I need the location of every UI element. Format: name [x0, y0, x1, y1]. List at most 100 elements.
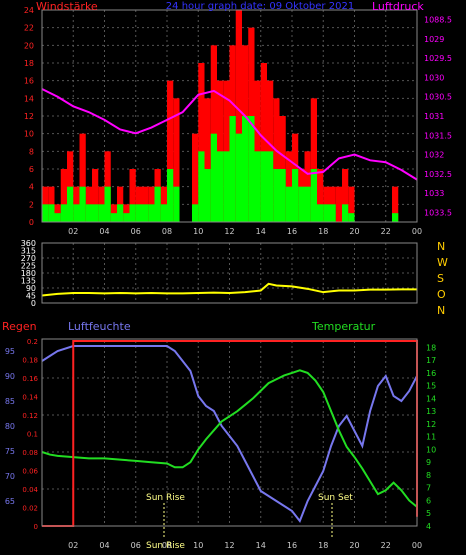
direction-tick-label: 0: [31, 299, 36, 308]
time-tick-label: 02: [68, 227, 78, 236]
pressure-series: [41, 88, 418, 181]
wind-average-bar: [317, 204, 324, 222]
time-tick-label: 10: [193, 227, 203, 236]
wind-tick-label: 18: [24, 59, 34, 68]
wind-average-bar: [85, 204, 92, 222]
wind-gust-bar: [235, 10, 242, 222]
wind-gust-bar: [67, 151, 74, 222]
wind-direction-frame: [41, 242, 418, 304]
time-tick-label: 06: [131, 541, 141, 550]
wind-average-bar: [54, 213, 61, 222]
temperature-line: [41, 369, 418, 508]
wind-gust-bar: [192, 133, 199, 222]
wind-average-bar: [98, 204, 105, 222]
time-tick-label: 08: [162, 541, 172, 550]
wind-average-bar: [110, 213, 117, 222]
wind-average-bar: [279, 169, 286, 222]
pressure-line: [41, 88, 418, 181]
pressure-tick-label: 1088.5: [424, 16, 452, 25]
wind-pressure-chart: 0246810121416182022241088.510291029.5103…: [24, 0, 452, 236]
sunrise-axis-label: Sun Rise: [146, 541, 185, 551]
compass-label-o: O: [437, 288, 446, 301]
wind-average-bar: [48, 204, 55, 222]
rain-tick-label: 0.06: [22, 468, 38, 476]
temperature-tick-label: 8: [426, 471, 431, 480]
rain-tick-label: 0.16: [22, 375, 38, 383]
direction-tick-label: 270: [21, 254, 36, 263]
wind-average-bar: [160, 204, 167, 222]
time-tick-label: 10: [193, 541, 203, 550]
time-tick-label: 02: [68, 541, 78, 550]
wind-tick-label: 14: [24, 94, 34, 103]
pressure-tick-label: 1030.5: [424, 93, 452, 102]
time-tick-label: 12: [224, 541, 234, 550]
wind-tick-label: 0: [29, 218, 34, 227]
time-tick-label: 04: [99, 227, 109, 236]
wind-average-bar: [73, 204, 80, 222]
wind-average-bar: [254, 151, 261, 222]
time-tick-label: 16: [287, 541, 297, 550]
time-tick-label: 14: [256, 541, 266, 550]
wind-pressure-ticks: 0246810121416182022241088.510291029.5103…: [24, 6, 452, 236]
wind-average-bar: [298, 186, 305, 222]
temperatur-label: Temperatur: [311, 320, 376, 333]
wind-average-bar: [79, 186, 86, 222]
time-tick-label: 22: [381, 541, 391, 550]
wind-average-bar: [192, 204, 199, 222]
humidity-tick-label: 85: [5, 397, 15, 406]
wind-gust-bar: [304, 151, 311, 222]
pressure-tick-label: 1033: [424, 189, 444, 198]
compass-labels: N W S O N: [437, 240, 448, 317]
wind-average-bar: [60, 204, 67, 222]
pressure-tick-label: 1032.5: [424, 170, 452, 179]
temperature-tick-label: 18: [426, 343, 436, 352]
wind-tick-label: 24: [24, 6, 34, 15]
direction-tick-label: 45: [26, 292, 36, 301]
time-tick-label: 18: [318, 227, 328, 236]
pressure-tick-label: 1029.5: [424, 54, 452, 63]
compass-label-n-bottom: N: [437, 304, 445, 317]
rain-tick-label: 0.04: [22, 486, 38, 494]
climate-frame: [41, 338, 418, 527]
wind-average-bar: [148, 204, 155, 222]
time-tick-label: 00: [412, 227, 422, 236]
sunset-label: Sun Set: [318, 493, 353, 503]
wind-average-bar: [67, 186, 74, 222]
wind-direction-line: [41, 282, 417, 297]
time-tick-label: 08: [162, 227, 172, 236]
humidity-tick-label: 95: [5, 347, 15, 356]
rain-humidity-temperature-chart: 0 0.02 0.04 0.06 0.08 0.1 0.12 0.14 0.16 0.18 0.2 6…: [2, 320, 436, 551]
temperature-tick-label: 13: [426, 407, 436, 416]
wind-gust-bar: [310, 98, 317, 222]
time-tick-label: 12: [224, 227, 234, 236]
wind-average-bar: [173, 186, 180, 222]
wind-gust-bar: [348, 186, 355, 222]
wind-bars: [42, 10, 399, 223]
direction-tick-label: 360: [21, 239, 36, 248]
wind-gust-bar: [110, 204, 117, 222]
wind-tick-label: 4: [29, 183, 34, 192]
rain-tick-label: 0.12: [22, 412, 38, 420]
temperature-tick-label: 11: [426, 433, 436, 442]
wind-tick-label: 8: [29, 147, 34, 156]
time-tick-label: 04: [99, 541, 109, 550]
humidity-line: [41, 345, 418, 523]
wind-gust-bar: [392, 186, 399, 222]
direction-tick-label: 180: [21, 269, 36, 278]
temperature-tick-label: 17: [426, 356, 436, 365]
direction-tick-label: 135: [21, 277, 36, 286]
direction-tick-label: 90: [26, 284, 36, 293]
wind-average-bar: [223, 151, 230, 222]
wind-average-bar: [92, 204, 99, 222]
wind-average-bar: [154, 186, 161, 222]
rain-tick-label: 0.18: [22, 357, 38, 365]
wind-average-bar: [248, 116, 255, 222]
temperature-tick-label: 10: [426, 445, 436, 454]
wind-average-bar: [167, 169, 174, 222]
wind-gust-bar: [60, 169, 67, 222]
humidity-tick-label: 65: [5, 497, 15, 506]
wind-gust-bar: [260, 63, 267, 222]
humidity-tick-label: 80: [5, 422, 15, 431]
temperature-tick-label: 15: [426, 382, 436, 391]
wind-average-bar: [210, 133, 217, 222]
